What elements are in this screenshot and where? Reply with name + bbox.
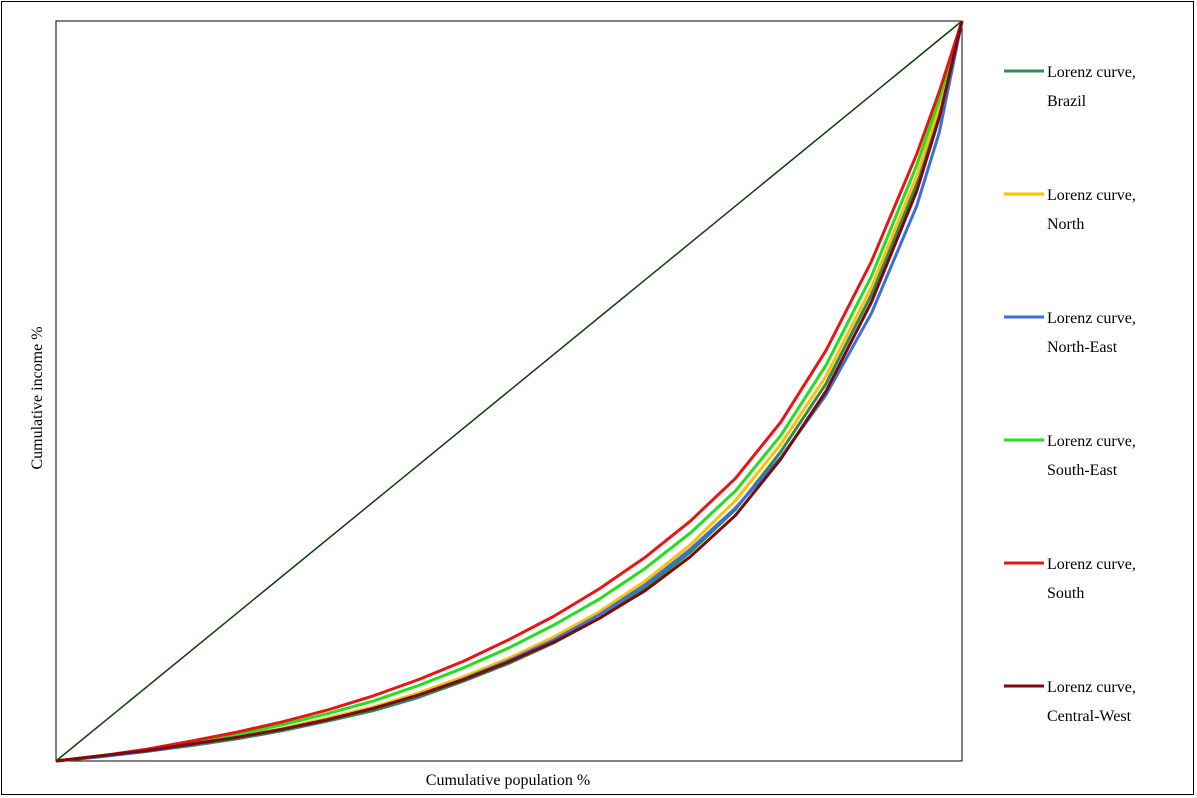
series-line-south-east <box>55 20 964 763</box>
legend-label-south-east-line-2: South-East <box>1047 462 1118 479</box>
y-axis-title: Cumulative income % <box>29 326 46 469</box>
equality-line <box>55 20 963 762</box>
legend-item-central-west: Lorenz curve, Central-West <box>1004 679 1136 725</box>
legend-label-south-line-1: Lorenz curve, <box>1047 556 1136 573</box>
legend-label-brazil-line-2: Brazil <box>1047 93 1087 110</box>
legend-item-south: Lorenz curve, South <box>1004 556 1136 602</box>
legend-label-north-east-line-2: North-East <box>1047 339 1118 356</box>
legend-label-north-east-line-1: Lorenz curve, <box>1047 310 1136 327</box>
legend-item-brazil: Lorenz curve, Brazil <box>1004 64 1136 110</box>
legend-label-central-west-line-1: Lorenz curve, <box>1047 679 1136 696</box>
legend-label-south-line-2: South <box>1047 585 1084 602</box>
legend-item-north-east: Lorenz curve, North-East <box>1004 310 1136 356</box>
legend-item-south-east: Lorenz curve, South-East <box>1004 433 1136 479</box>
series-line-central-west <box>55 20 964 763</box>
x-axis-title: Cumulative population % <box>426 772 590 789</box>
series-line-south <box>55 20 964 763</box>
legend-label-south-east-line-1: Lorenz curve, <box>1047 433 1136 450</box>
legend-label-brazil-line-1: Lorenz curve, <box>1047 64 1136 81</box>
legend-label-north-line-1: Lorenz curve, <box>1047 187 1136 204</box>
lines-layer <box>55 20 964 763</box>
legend-item-north: Lorenz curve, North <box>1004 187 1136 233</box>
legend-label-north-line-2: North <box>1047 216 1084 233</box>
legend-label-central-west-line-2: Central-West <box>1047 708 1132 725</box>
